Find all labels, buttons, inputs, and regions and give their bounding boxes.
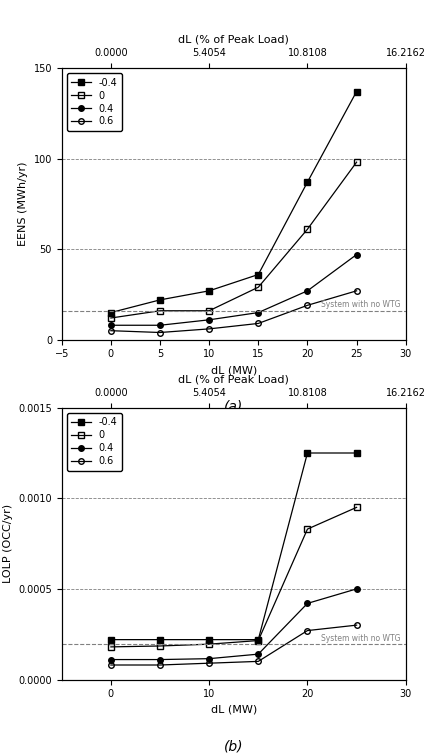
Y-axis label: LOLP (OCC/yr): LOLP (OCC/yr) bbox=[3, 504, 13, 583]
0.4 bbox=[157, 321, 163, 330]
X-axis label: dL (% of Peak Load): dL (% of Peak Load) bbox=[178, 374, 289, 384]
Legend: -0.4, 0, 0.4, 0.6: -0.4, 0, 0.4, 0.6 bbox=[67, 72, 122, 131]
0.6 bbox=[108, 661, 113, 670]
Line: 0.4: 0.4 bbox=[108, 586, 359, 662]
0 bbox=[354, 503, 359, 512]
Line: -0.4: -0.4 bbox=[108, 89, 359, 316]
-0.4 bbox=[108, 308, 113, 317]
0 bbox=[206, 639, 212, 649]
-0.4 bbox=[305, 448, 310, 458]
-0.4 bbox=[108, 635, 113, 644]
0.6 bbox=[108, 326, 113, 335]
0.4 bbox=[157, 655, 163, 664]
0.6 bbox=[157, 328, 163, 337]
0.6 bbox=[354, 621, 359, 630]
X-axis label: dL (% of Peak Load): dL (% of Peak Load) bbox=[178, 35, 289, 45]
0.6 bbox=[256, 319, 261, 328]
0.6 bbox=[305, 300, 310, 310]
Line: 0.6: 0.6 bbox=[108, 622, 359, 667]
Line: 0.4: 0.4 bbox=[108, 252, 359, 328]
0.6 bbox=[206, 325, 212, 334]
0.6 bbox=[256, 657, 261, 666]
Text: (a): (a) bbox=[224, 399, 243, 414]
0.4 bbox=[108, 655, 113, 664]
Line: 0: 0 bbox=[108, 159, 359, 321]
0.6 bbox=[157, 661, 163, 670]
-0.4 bbox=[206, 286, 212, 295]
Y-axis label: EENS (MWh/yr): EENS (MWh/yr) bbox=[18, 162, 28, 246]
0.6 bbox=[354, 286, 359, 295]
0.6 bbox=[305, 626, 310, 635]
Line: 0.6: 0.6 bbox=[108, 288, 359, 335]
-0.4 bbox=[305, 177, 310, 186]
0 bbox=[256, 282, 261, 291]
-0.4 bbox=[256, 270, 261, 279]
-0.4 bbox=[354, 87, 359, 96]
Text: System with no WTG: System with no WTG bbox=[321, 300, 401, 309]
0 bbox=[256, 636, 261, 645]
0 bbox=[305, 225, 310, 234]
-0.4 bbox=[157, 295, 163, 304]
0.4 bbox=[354, 584, 359, 593]
-0.4 bbox=[354, 448, 359, 458]
0 bbox=[108, 313, 113, 322]
-0.4 bbox=[256, 635, 261, 644]
0 bbox=[354, 158, 359, 167]
-0.4 bbox=[206, 635, 212, 644]
Line: -0.4: -0.4 bbox=[108, 450, 359, 643]
0.4 bbox=[256, 649, 261, 658]
-0.4 bbox=[157, 635, 163, 644]
0.4 bbox=[305, 286, 310, 295]
0.4 bbox=[256, 308, 261, 317]
X-axis label: dL (MW): dL (MW) bbox=[211, 365, 257, 375]
0.4 bbox=[206, 316, 212, 325]
0.4 bbox=[305, 599, 310, 608]
0.4 bbox=[206, 654, 212, 663]
0 bbox=[108, 643, 113, 652]
X-axis label: dL (MW): dL (MW) bbox=[211, 704, 257, 715]
Legend: -0.4, 0, 0.4, 0.6: -0.4, 0, 0.4, 0.6 bbox=[67, 412, 122, 471]
0.4 bbox=[108, 321, 113, 330]
0 bbox=[157, 642, 163, 651]
Text: (b): (b) bbox=[224, 739, 243, 753]
Line: 0: 0 bbox=[108, 504, 359, 649]
0 bbox=[305, 525, 310, 534]
0.4 bbox=[354, 250, 359, 259]
0 bbox=[206, 307, 212, 316]
0.6 bbox=[206, 658, 212, 667]
Text: System with no WTG: System with no WTG bbox=[321, 634, 401, 643]
0 bbox=[157, 307, 163, 316]
